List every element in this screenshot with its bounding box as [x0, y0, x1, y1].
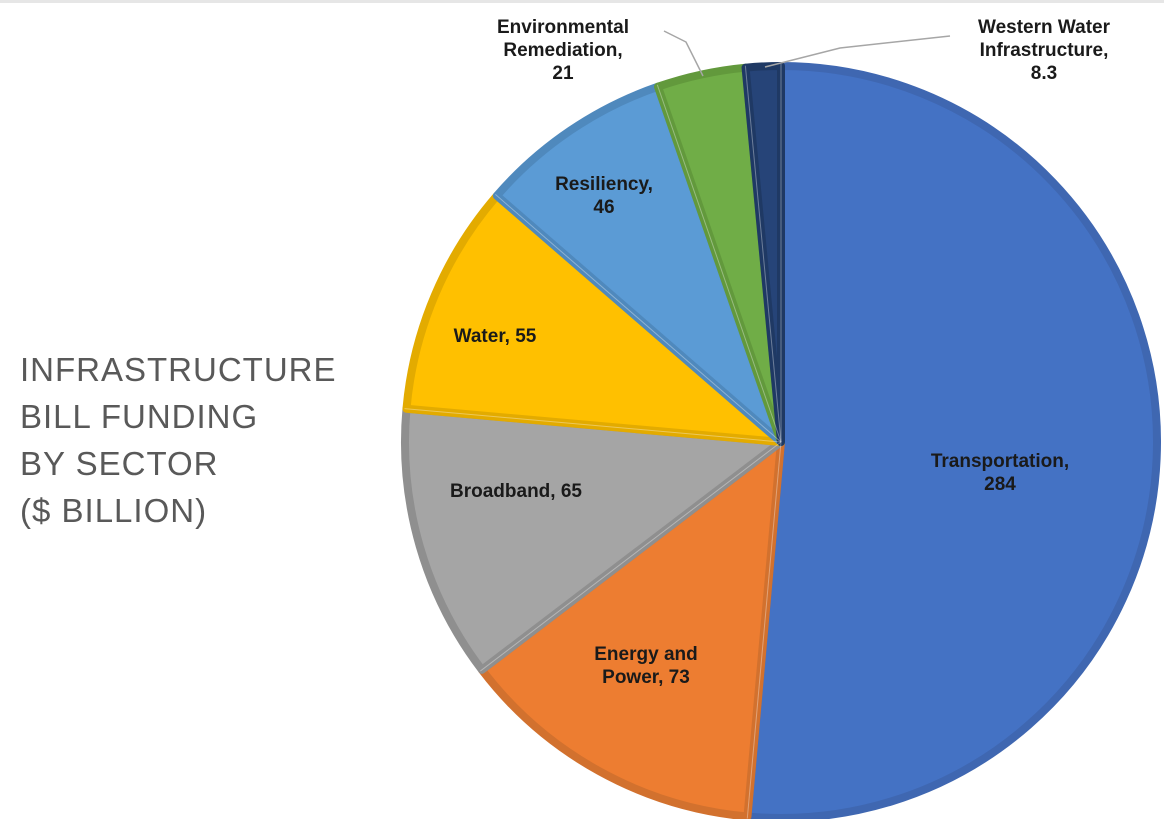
data-label-line: 46 [593, 197, 614, 218]
slice-separator [744, 65, 782, 443]
pie-slice-broadband [401, 404, 785, 674]
leader-lines [663, 30, 951, 77]
chart-title-line-3: BY SECTOR [20, 445, 219, 482]
pie-slice-energy-and-power [477, 438, 785, 819]
pie-slice-water [402, 191, 785, 446]
data-label-line: Infrastructure, [980, 40, 1109, 61]
slice-separator [404, 408, 782, 443]
data-label-line: Water, 55 [454, 326, 537, 347]
pie-slice-western-water-infrastructure [741, 62, 785, 446]
data-label-line: 8.3 [1031, 63, 1057, 84]
chart-title: INFRASTRUCTURE BILL FUNDING BY SECTOR ($… [20, 346, 400, 534]
data-label-transportation: Transportation, 284 [931, 451, 1069, 495]
slice-separator [746, 441, 782, 819]
data-label-environmental-remediation: Environmental Remediation, 21 [497, 17, 629, 84]
top-border [0, 0, 1164, 3]
slice-separator [480, 441, 782, 672]
slice-separator [656, 84, 782, 443]
data-label-line: Energy and [594, 644, 697, 665]
data-label-line: Power, 73 [602, 667, 690, 688]
data-label-line: Remediation, [503, 40, 622, 61]
leader-line-environmental-remediation [663, 30, 704, 77]
slice-labels: Transportation, 284 Energy and Power, 73 Bro… [450, 17, 1111, 688]
data-label-western-water-infrastructure: Western Water Infrastructure, 8.3 [978, 17, 1111, 84]
leader-line-western-water-infrastructure [764, 35, 951, 68]
chart-title-line-1: INFRASTRUCTURE [20, 351, 337, 388]
data-label-broadband: Broadband, 65 [450, 481, 582, 502]
data-label-water: Water, 55 [454, 326, 537, 347]
data-label-energy-and-power: Energy and Power, 73 [594, 644, 697, 688]
data-label-line: Broadband, 65 [450, 481, 582, 502]
data-label-line: Resiliency, [555, 174, 653, 195]
data-label-resiliency: Resiliency, 46 [555, 174, 653, 218]
data-label-line: 284 [984, 474, 1016, 495]
pie-slice-resiliency [492, 82, 785, 446]
data-label-line: Environmental [497, 17, 629, 38]
data-label-line: Western Water [978, 17, 1111, 38]
data-label-line: 21 [552, 63, 574, 84]
chart-title-line-2: BILL FUNDING [20, 398, 259, 435]
data-label-line: Transportation, [931, 451, 1069, 472]
pie-slice-transportation [743, 62, 1161, 819]
pie-slices [401, 62, 1161, 819]
slice-separator [495, 194, 782, 443]
chart-title-line-4: ($ BILLION) [20, 492, 208, 529]
